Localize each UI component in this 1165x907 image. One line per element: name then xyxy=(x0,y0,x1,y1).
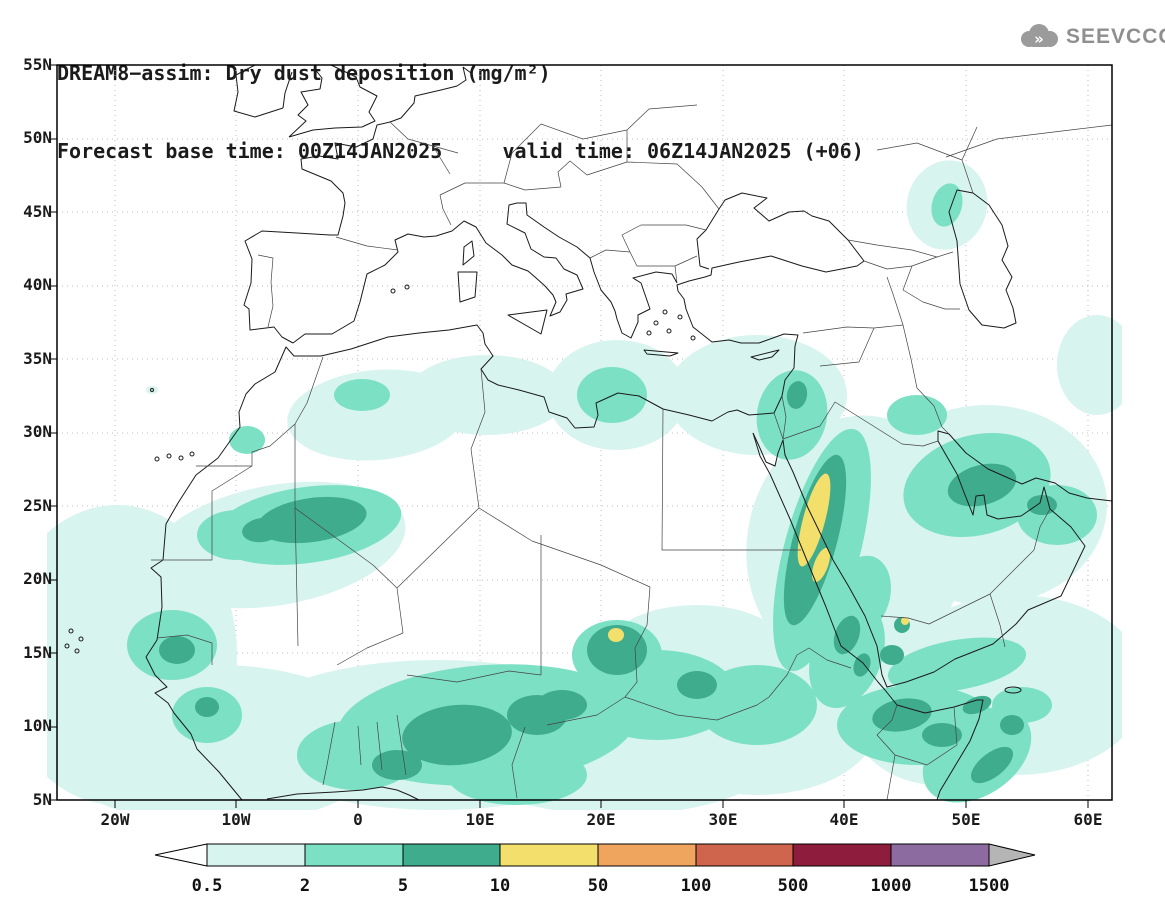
lon-label: 40E xyxy=(829,810,859,829)
axis-ticks xyxy=(49,64,1089,808)
cloud-icon: » xyxy=(1021,24,1058,48)
lat-label: 45N xyxy=(23,202,52,221)
island-sicily xyxy=(507,309,548,335)
colorbar-tick-label: 0.5 xyxy=(192,876,223,896)
colorbar-tick-label: 10 xyxy=(490,876,510,896)
coastlines xyxy=(64,64,1113,801)
lon-label: 50E xyxy=(951,810,981,829)
title-line-2: Forecast base time: 00Z14JAN2025 valid t… xyxy=(57,139,864,163)
colorbar-segment xyxy=(890,843,990,867)
coast-britain-ireland xyxy=(233,64,378,138)
coast-iberia-france xyxy=(243,65,476,344)
colorbar-tick-label: 100 xyxy=(681,876,712,896)
island-crete xyxy=(643,349,679,357)
coast-italy-adriatic-greece xyxy=(451,202,678,339)
colorbar-segment xyxy=(695,843,794,867)
lon-label: 10W xyxy=(221,810,251,829)
coast-redsea-horn xyxy=(752,432,984,801)
colorbar-arrow-right xyxy=(988,843,1036,867)
lat-label: 25N xyxy=(23,496,52,515)
colorbar-tick-label: 500 xyxy=(778,876,809,896)
colorbar-tick-label: 5 xyxy=(398,876,408,896)
lat-label: 10N xyxy=(23,716,52,735)
colorbar-tick-label: 1000 xyxy=(871,876,912,896)
lat-label: 20N xyxy=(23,569,52,588)
logo-text: SEEVCCC xyxy=(1066,25,1165,48)
colorbar-arrow-left xyxy=(154,843,208,867)
borders-europe xyxy=(257,104,1113,328)
lon-label: 0 xyxy=(353,810,363,829)
colorbar-segment xyxy=(304,843,404,867)
small-islands xyxy=(64,284,1022,694)
colorbar-tick-label: 50 xyxy=(588,876,608,896)
svg-text:»: » xyxy=(1034,30,1044,48)
colorbar-segment xyxy=(402,843,501,867)
lon-label: 20E xyxy=(586,810,616,829)
borders-middle-east xyxy=(773,239,1051,648)
lon-label: 60E xyxy=(1073,810,1103,829)
coast-arabia-gulf xyxy=(752,430,1113,688)
country-borders xyxy=(151,104,1113,801)
lat-label: 15N xyxy=(23,643,52,662)
colorbar-svg: 0.5 2 5 10 50 100 500 1000 1500 xyxy=(154,843,1036,896)
lon-label: 10E xyxy=(465,810,495,829)
colorbar-segment xyxy=(597,843,697,867)
colorbar-legend: 0.5 2 5 10 50 100 500 1000 1500 xyxy=(150,842,1040,904)
lon-label: 30E xyxy=(708,810,738,829)
coast-gulf-of-guinea xyxy=(266,786,420,801)
island-cyprus xyxy=(750,349,780,361)
island-corsica xyxy=(462,240,475,266)
lon-label: 20W xyxy=(100,810,130,829)
seevccc-logo: » SEEVCCC xyxy=(1016,22,1165,52)
lat-label: 5N xyxy=(32,790,52,809)
borders-africa xyxy=(151,356,958,801)
lat-label: 50N xyxy=(23,128,52,147)
lat-label: 55N xyxy=(23,55,52,74)
island-sardinia xyxy=(457,271,478,303)
colorbar-tick-label: 1500 xyxy=(969,876,1010,896)
colorbar-segment xyxy=(499,843,599,867)
lat-label: 35N xyxy=(23,349,52,368)
colorbar-segment xyxy=(792,843,892,867)
coast-caspian xyxy=(948,189,1017,329)
lat-label: 30N xyxy=(23,422,52,441)
lat-label: 40N xyxy=(23,275,52,294)
colorbar-segment xyxy=(206,843,306,867)
colorbar-tick-label: 2 xyxy=(300,876,310,896)
coast-africa-mediterranean-blacksea xyxy=(145,192,865,801)
map-plot xyxy=(47,64,1122,810)
